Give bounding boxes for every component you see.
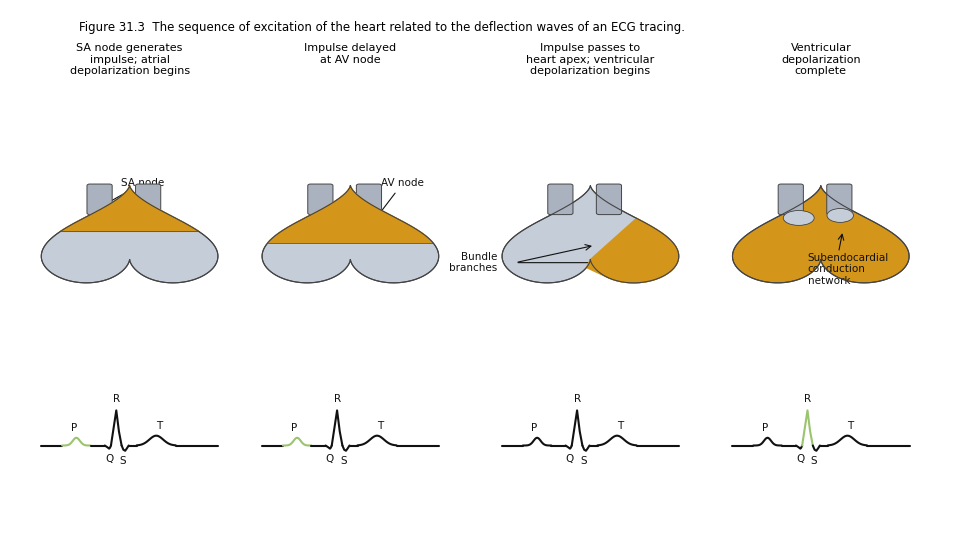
FancyBboxPatch shape — [87, 184, 112, 214]
Text: Impulse delayed
at AV node: Impulse delayed at AV node — [304, 43, 396, 65]
Text: P: P — [70, 423, 77, 434]
Text: R: R — [333, 394, 341, 404]
Text: SA node generates
impulse; atrial
depolarization begins: SA node generates impulse; atrial depola… — [69, 43, 190, 76]
FancyBboxPatch shape — [308, 184, 333, 214]
FancyBboxPatch shape — [548, 184, 573, 214]
Text: R: R — [112, 394, 120, 404]
FancyBboxPatch shape — [135, 184, 160, 214]
Text: P: P — [531, 423, 538, 434]
Text: T: T — [156, 421, 162, 431]
Polygon shape — [587, 218, 679, 283]
Text: Ventricular
depolarization
complete: Ventricular depolarization complete — [781, 43, 860, 76]
Text: Impulse passes to
heart apex; ventricular
depolarization begins: Impulse passes to heart apex; ventricula… — [526, 43, 655, 76]
Ellipse shape — [827, 208, 853, 222]
Text: P: P — [291, 423, 298, 434]
Polygon shape — [262, 186, 439, 283]
Text: Q: Q — [796, 454, 804, 464]
Text: T: T — [616, 421, 623, 431]
Text: S: S — [119, 456, 126, 466]
Text: Bundle
branches: Bundle branches — [449, 252, 497, 273]
FancyBboxPatch shape — [596, 184, 621, 214]
Text: Q: Q — [325, 454, 334, 464]
Text: S: S — [580, 456, 587, 466]
Polygon shape — [502, 186, 679, 283]
Text: Subendocardial
conduction
network: Subendocardial conduction network — [807, 253, 889, 286]
FancyBboxPatch shape — [356, 184, 381, 214]
Polygon shape — [268, 186, 433, 243]
Text: AV node: AV node — [366, 178, 424, 232]
Text: Q: Q — [565, 454, 574, 464]
FancyBboxPatch shape — [779, 184, 804, 214]
Text: SA node: SA node — [101, 178, 164, 207]
Text: Q: Q — [105, 454, 113, 464]
Polygon shape — [60, 186, 199, 231]
Text: S: S — [340, 456, 347, 466]
Ellipse shape — [783, 211, 814, 225]
Text: S: S — [810, 456, 817, 466]
FancyBboxPatch shape — [827, 184, 852, 214]
Text: P: P — [761, 423, 768, 434]
Text: Figure 31.3  The sequence of excitation of the heart related to the deflection w: Figure 31.3 The sequence of excitation o… — [79, 21, 684, 33]
Text: T: T — [376, 421, 383, 431]
Polygon shape — [732, 186, 909, 283]
Text: R: R — [804, 394, 811, 404]
Text: T: T — [847, 421, 853, 431]
Text: R: R — [573, 394, 581, 404]
Polygon shape — [41, 186, 218, 283]
